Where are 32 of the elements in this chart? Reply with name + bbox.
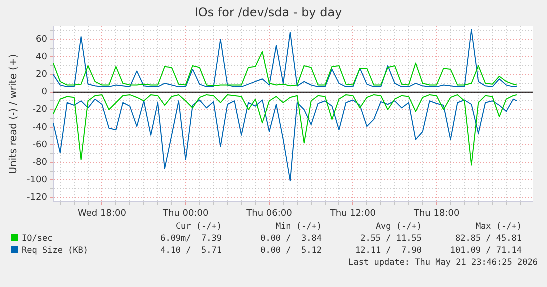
x-tick-label: Thu 00:00 <box>162 208 209 219</box>
y-tick-label: 20 <box>36 70 48 80</box>
x-tick-label: Thu 06:00 <box>246 208 293 219</box>
y-tick-label: 40 <box>36 52 48 63</box>
y-tick-label: -20 <box>32 105 48 116</box>
text: 6.09m/ 7.39 <box>160 233 222 245</box>
y-tick-label: 0 <box>42 88 48 98</box>
chart-title: IOs for /dev/sda - by day <box>194 5 342 20</box>
text: Avg (-/+) <box>374 221 422 233</box>
y-tick-label: -60 <box>32 140 48 150</box>
y-tick-label: -120 <box>26 193 48 204</box>
y-axis-title: Units read (-) / write (+) <box>8 54 20 174</box>
legend-label: IO/sec <box>21 233 54 245</box>
text: Last update: Thu May 21 23:46:25 2026 <box>348 257 538 269</box>
text: 101.09 / 71.14 <box>449 245 522 257</box>
x-tick-label: Wed 18:00 <box>78 208 127 219</box>
y-tick-label: -40 <box>32 122 48 133</box>
text: 0.00 / 3.84 <box>260 233 322 245</box>
text: 2.55 / 11.55 <box>360 233 422 245</box>
x-tick-label: Thu 12:00 <box>329 208 376 219</box>
text: Cur (-/+) <box>174 221 222 233</box>
y-tick-label: -80 <box>32 158 48 168</box>
text: 82.85 / 45.81 <box>454 233 522 245</box>
text: 4.10 / 5.71 <box>160 245 222 257</box>
text: 0.00 / 5.12 <box>260 245 322 257</box>
text: Max (-/+) <box>474 221 522 233</box>
legend-label: Req Size (KB) <box>21 245 90 257</box>
y-tick-label: -100 <box>26 176 48 186</box>
text: Min (-/+) <box>274 221 322 233</box>
y-tick-label: 60 <box>36 34 48 45</box>
x-tick-label: Thu 18:00 <box>412 208 460 219</box>
text: 12.11 / 7.90 <box>354 245 422 257</box>
